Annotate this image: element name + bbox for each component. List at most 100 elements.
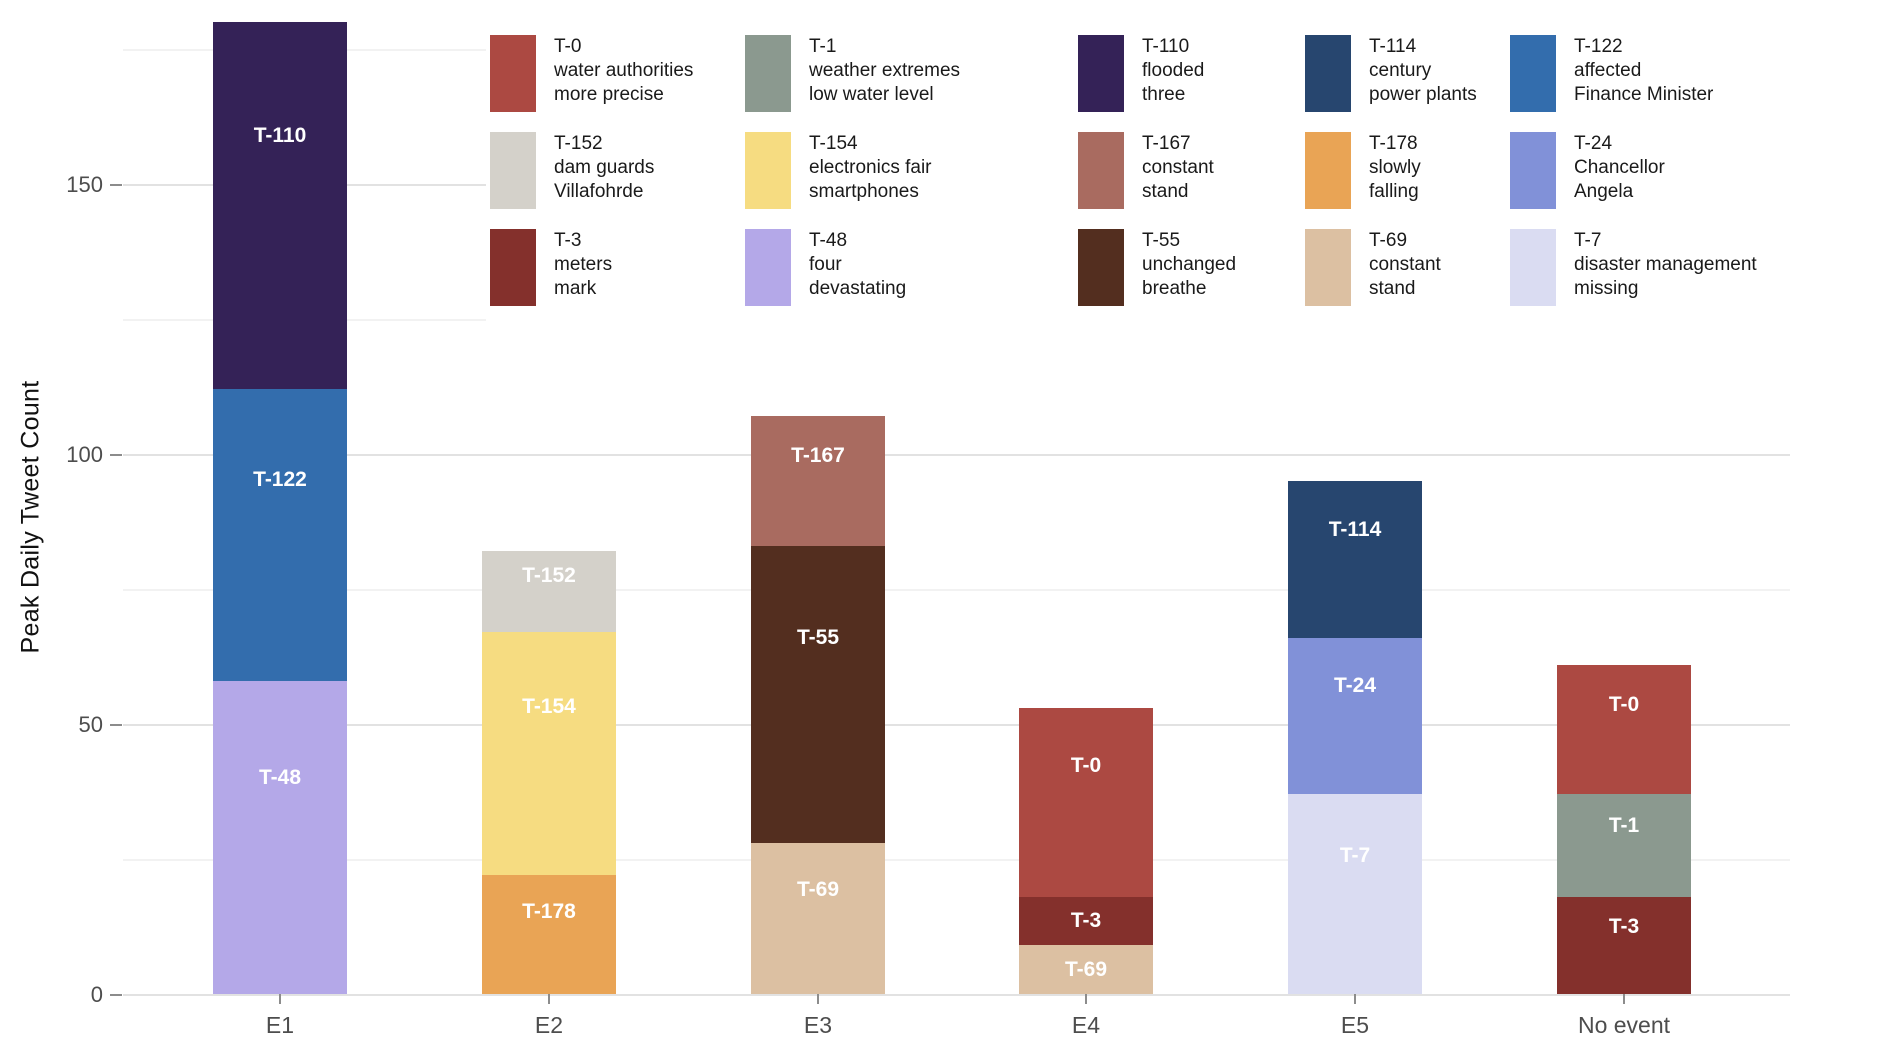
- bar-segment: T-69: [1019, 945, 1153, 994]
- legend-desc-line: weather extremes: [809, 60, 961, 81]
- legend-swatch: [1510, 35, 1556, 112]
- legend-desc-line: missing: [1574, 278, 1639, 299]
- y-tick-label: 100: [66, 442, 103, 467]
- bar-e2: T-178 T-154 T-152: [482, 551, 616, 994]
- bar-segment: T-1: [1557, 794, 1691, 897]
- x-tick-label: E4: [1071, 1012, 1101, 1038]
- bar-segment-label: T-178: [522, 899, 576, 923]
- legend-desc-line: flooded: [1142, 60, 1205, 81]
- bar-segment: T-167: [751, 416, 885, 546]
- legend-swatch: [745, 229, 791, 306]
- legend-item-t-69: T-69 constant stand: [1305, 229, 1441, 306]
- bar-segment: T-122: [213, 389, 347, 681]
- legend-topic-label: T-24: [1574, 133, 1613, 154]
- bar-segment-label: T-24: [1333, 674, 1377, 698]
- legend-item-text: T-114 century power plants: [1369, 35, 1477, 107]
- legend-topic-label: T-122: [1574, 36, 1623, 57]
- legend-desc-line: water authorities: [554, 60, 694, 81]
- bar-segment-label: T-3: [1070, 909, 1102, 933]
- bar-segment-label: T-0: [1608, 692, 1640, 716]
- legend-swatch: [1078, 229, 1124, 306]
- bar-segment: T-69: [751, 842, 885, 994]
- bar-segment: T-7: [1288, 794, 1422, 994]
- legend-desc-line: four: [809, 254, 842, 275]
- x-tick-mark: [1623, 994, 1625, 1004]
- legend-item-t-0: T-0 water authorities more precise: [490, 35, 693, 112]
- bar-no-event: T-3 T-1 T-0: [1557, 664, 1691, 994]
- y-tick-label: 50: [78, 712, 103, 737]
- bar-segment: T-152: [482, 551, 616, 633]
- legend-swatch: [490, 35, 536, 112]
- bar-segment: T-0: [1557, 664, 1691, 795]
- legend-desc-line: unchanged: [1142, 254, 1237, 275]
- legend-item-text: T-0 water authorities more precise: [554, 35, 693, 107]
- bar-segment-label: T-1: [1608, 813, 1640, 837]
- legend-topic-label: T-167: [1142, 133, 1191, 154]
- legend-item-text: T-152 dam guards Villafohrde: [554, 132, 654, 204]
- legend-item-t-154: T-154 electronics fair smartphones: [745, 132, 932, 209]
- bar-segment-label: T-69: [796, 877, 840, 901]
- legend-desc-line: meters: [554, 254, 613, 275]
- bar-e3: T-69 T-55 T-167: [751, 416, 885, 994]
- x-tick-mark: [817, 994, 819, 1004]
- legend-desc-line: affected: [1574, 60, 1642, 81]
- x-tick-mark: [548, 994, 550, 1004]
- y-tick-mark: [110, 724, 122, 726]
- chart-legend: T-0 water authorities more precise T-1 weath…: [486, 26, 1802, 328]
- legend-swatch: [1078, 132, 1124, 209]
- legend-topic-label: T-0: [554, 36, 582, 57]
- legend-item-text: T-3 meters mark: [554, 229, 612, 301]
- x-tick-label: E2: [534, 1012, 564, 1038]
- bar-segment-label: T-167: [791, 444, 845, 468]
- bar-segment-label: T-3: [1608, 914, 1640, 938]
- bar-segment-label: T-48: [258, 765, 302, 789]
- y-tick-mark: [110, 184, 122, 186]
- bar-segment-label: T-114: [1328, 517, 1382, 541]
- legend-item-t-1: T-1 weather extremes low water level: [745, 35, 960, 112]
- bar-segment: T-110: [213, 22, 347, 390]
- major-gridline: [123, 724, 1790, 726]
- legend-topic-label: T-110: [1142, 36, 1190, 57]
- x-tick-label: E5: [1340, 1012, 1370, 1038]
- legend-item-t-3: T-3 meters mark: [490, 229, 612, 306]
- bar-segment-label: T-152: [522, 564, 576, 588]
- y-tick-mark: [110, 994, 122, 996]
- major-gridline: [123, 454, 1790, 456]
- bar-segment: T-154: [482, 632, 616, 876]
- bar-e4: T-69 T-3 T-0: [1019, 707, 1153, 994]
- legend-swatch: [1078, 35, 1124, 112]
- legend-desc-line: slowly: [1369, 157, 1421, 178]
- legend-swatch: [1510, 132, 1556, 209]
- legend-desc-line: constant: [1369, 254, 1441, 275]
- legend-topic-label: T-1: [809, 36, 837, 57]
- bar-segment-label: T-110: [253, 123, 307, 147]
- legend-desc-line: power plants: [1369, 84, 1477, 105]
- legend-desc-line: smartphones: [809, 181, 919, 202]
- x-tick-label: No event: [1577, 1012, 1671, 1038]
- legend-item-t-55: T-55 unchanged breathe: [1078, 229, 1236, 306]
- bar-segment: T-48: [213, 680, 347, 994]
- bar-e5: T-7 T-24 T-114: [1288, 481, 1422, 994]
- legend-desc-line: more precise: [554, 84, 664, 105]
- legend-topic-label: T-55: [1142, 230, 1181, 251]
- legend-item-text: T-1 weather extremes low water level: [809, 35, 960, 107]
- legend-desc-line: Finance Minister: [1574, 84, 1714, 105]
- x-tick-mark: [1354, 994, 1356, 1004]
- bar-segment: T-0: [1019, 707, 1153, 897]
- y-axis-title: Peak Daily Tweet Count: [16, 380, 45, 654]
- legend-item-t-152: T-152 dam guards Villafohrde: [490, 132, 654, 209]
- legend-swatch: [1305, 35, 1351, 112]
- bar-segment-label: T-69: [1064, 957, 1108, 981]
- legend-item-text: T-110 flooded three: [1142, 35, 1204, 107]
- legend-desc-line: mark: [554, 278, 597, 299]
- y-tick-label: 0: [90, 982, 103, 1007]
- legend-topic-label: T-114: [1369, 36, 1417, 57]
- legend-item-text: T-48 four devastating: [809, 229, 906, 301]
- legend-item-t-167: T-167 constant stand: [1078, 132, 1214, 209]
- legend-desc-line: constant: [1142, 157, 1214, 178]
- legend-item-text: T-55 unchanged breathe: [1142, 229, 1236, 301]
- legend-desc-line: dam guards: [554, 157, 655, 178]
- y-tick-mark: [110, 454, 122, 456]
- legend-topic-label: T-154: [809, 133, 858, 154]
